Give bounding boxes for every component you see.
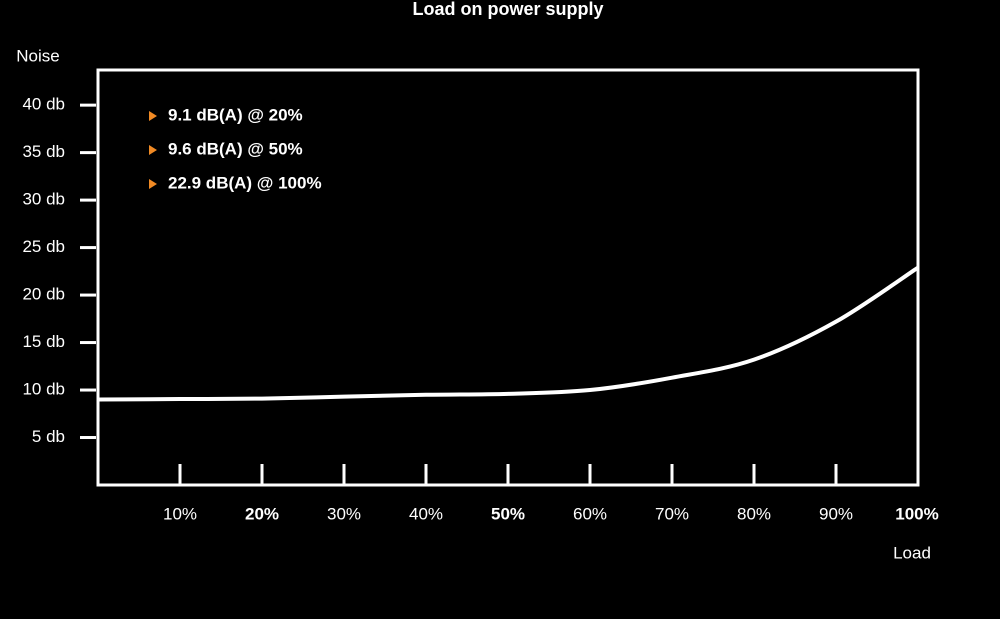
x-tick-label: 50% [491, 504, 525, 523]
annotation-marker [149, 179, 157, 189]
y-tick-label: 30 db [22, 190, 65, 209]
y-tick-label: 15 db [22, 332, 65, 351]
annotation-marker [149, 111, 157, 121]
annotation: 9.1 dB(A) @ 20% [168, 105, 303, 124]
plot-frame [96, 68, 920, 487]
x-tick-label: 80% [737, 504, 771, 523]
chart-title: Load on power supply [412, 0, 603, 19]
annotation: 9.6 dB(A) @ 50% [168, 139, 303, 158]
x-axis-label: Load [893, 543, 931, 562]
x-tick-label: 30% [327, 504, 361, 523]
x-tick-label: 60% [573, 504, 607, 523]
x-tick-label: 20% [245, 504, 279, 523]
x-tick-label: 90% [819, 504, 853, 523]
y-tick-label: 35 db [22, 142, 65, 161]
y-tick-label: 20 db [22, 285, 65, 304]
x-tick-label: 40% [409, 504, 443, 523]
y-tick-label: 10 db [22, 380, 65, 399]
x-tick-label: 10% [163, 504, 197, 523]
annotation: 22.9 dB(A) @ 100% [168, 173, 322, 192]
annotation-marker [149, 145, 157, 155]
x-tick-label: 100% [895, 504, 938, 523]
y-tick-label: 5 db [32, 427, 65, 446]
y-tick-label: 25 db [22, 237, 65, 256]
y-tick-label: 40 db [22, 95, 65, 114]
x-tick-label: 70% [655, 504, 689, 523]
y-axis-label: Noise [16, 46, 59, 65]
noise-line [97, 265, 920, 402]
